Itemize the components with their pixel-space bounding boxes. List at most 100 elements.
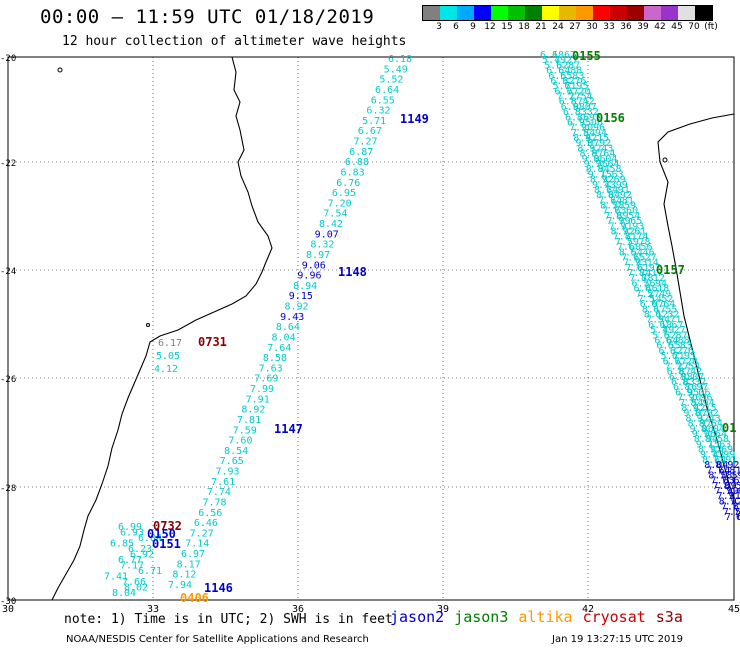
track-value: 7.20 — [674, 356, 698, 367]
track-value: 7.64 — [267, 343, 291, 354]
track-value: 7.27 — [353, 137, 377, 148]
track-value: 7.64 — [598, 195, 622, 206]
track-value: 7.94 — [168, 580, 192, 591]
track-value: 8.42 — [573, 133, 597, 144]
track-value: 8.54 — [224, 446, 248, 457]
track-value: 9.15 — [696, 439, 720, 450]
track-value: 8.58 — [597, 164, 621, 175]
track-value: 7.17 — [120, 561, 144, 572]
track-value: 7.94 — [643, 278, 667, 289]
track-value: 8.92 — [715, 460, 739, 471]
scale-label: 12 — [484, 22, 496, 32]
scale-label: 42 — [654, 22, 666, 32]
track-value: 9.15 — [693, 403, 717, 414]
longitude-labels: 30 33 36 39 42 45 — [2, 604, 740, 615]
track-value: 6.67 — [555, 86, 579, 97]
track-value: 8.04 — [596, 190, 620, 201]
track-value: 7.81 — [237, 415, 261, 426]
track-value: 9.43 — [700, 450, 724, 461]
timestamp: Jan 19 13:27:15 UTC 2019 — [552, 634, 684, 645]
track-value: 6.71 — [138, 566, 162, 577]
track-value: 6.88 — [345, 157, 369, 168]
track-value: 7.91 — [717, 491, 740, 502]
scale-label: 45 — [671, 22, 683, 32]
track-value: 7.54 — [569, 92, 593, 103]
track-value: 8.92 — [587, 138, 611, 149]
track-value: 6.56 — [628, 242, 652, 253]
track-value: 6.64 — [546, 66, 570, 77]
track-value: 6.88 — [558, 66, 582, 77]
track-value: 9.07 — [680, 372, 704, 383]
jason2-track-values: 6.185.495.526.646.556.325.716.677.276.87… — [168, 54, 412, 591]
scale-label: 21 — [535, 22, 547, 32]
scale-swatch — [593, 6, 610, 20]
track-value: 6.56 — [631, 278, 655, 289]
track-value: 7.64 — [706, 465, 730, 476]
track-value: 6.32 — [550, 76, 574, 87]
track-value: 6.67 — [663, 356, 687, 367]
satellite-legend-item: cryosat — [582, 608, 646, 626]
track-value: 5.52 — [379, 75, 403, 86]
scale-label: 18 — [518, 22, 530, 32]
track-value: 6.55 — [548, 71, 572, 82]
track-value: 8.58 — [600, 201, 624, 212]
pass-label: 0732 — [153, 519, 182, 533]
track-value: 9.07 — [575, 138, 599, 149]
track-value: 7.27 — [662, 325, 686, 336]
track-value: 9.43 — [589, 143, 613, 154]
track-value: 7.27 — [665, 361, 689, 372]
track-value: 5.49 — [542, 55, 566, 66]
track-value: 6.95 — [567, 117, 591, 128]
scale-swatch — [525, 6, 542, 20]
track-value: 6.46 — [634, 284, 658, 295]
track-value: 6.76 — [673, 382, 697, 393]
track-value: 8.04 — [272, 332, 296, 343]
track-value: 9.43 — [592, 180, 616, 191]
track-value: 8.92 — [695, 408, 719, 419]
scale-label: 39 — [637, 22, 649, 32]
page-title: 00:00 – 11:59 UTC 01/18/2019 — [40, 6, 375, 28]
scale-swatch — [474, 6, 491, 20]
track-value: 6.88 — [669, 372, 693, 383]
track-value: 6.32 — [658, 346, 682, 357]
track-value: 7.61 — [211, 477, 235, 488]
track-value: 7.59 — [615, 237, 639, 248]
track-value: 6.99 — [118, 522, 142, 533]
track-value: 7.69 — [709, 445, 733, 456]
track-value: 9.96 — [297, 271, 321, 282]
scale-swatch — [695, 6, 712, 20]
track-value: 6.97 — [181, 549, 205, 560]
track-value: 7.61 — [622, 226, 646, 237]
track-value: 7.20 — [677, 393, 701, 404]
track-value: 8.42 — [319, 219, 343, 230]
track-value: 7.99 — [250, 384, 274, 395]
track-value: 7.27 — [190, 528, 214, 539]
latitude-labels: -20 -22 -24 -26 -28 -30 — [0, 54, 16, 607]
track-value: 9.96 — [688, 393, 712, 404]
track-value: 7.74 — [627, 268, 651, 279]
track-value: 8.97 — [577, 112, 601, 123]
scale-swatch — [559, 6, 576, 20]
track-value: 7.14 — [185, 539, 209, 550]
track-value: 7.78 — [629, 273, 653, 284]
scale-label: 33 — [603, 22, 615, 32]
latitude-label: -30 — [0, 597, 16, 607]
track-value: 8.58 — [263, 353, 287, 364]
track-value: 5.05 — [156, 351, 180, 362]
track-value: 9.15 — [588, 169, 612, 180]
track-value: 7.41 — [104, 572, 128, 583]
track-value: 7.20 — [328, 198, 352, 209]
track-value: 8.92 — [698, 445, 722, 456]
track-value: 6.95 — [672, 351, 696, 362]
track-value: 8.94 — [583, 128, 607, 139]
track-value: 7.64 — [703, 429, 727, 440]
track-value: 6.95 — [675, 387, 699, 398]
track-value: 7.99 — [711, 450, 735, 461]
color-scale-legend: 3 6 9 12 15 18 21 24 27 30 33 36 39 42 45 70 (ft) — [422, 5, 718, 33]
track-value: 8.32 — [575, 107, 599, 118]
pass-label: 0731 — [198, 335, 227, 349]
track-value: 7.60 — [725, 512, 740, 523]
track-value: 5.52 — [652, 330, 676, 341]
scale-label: 3 — [436, 22, 442, 32]
track-value: 6.55 — [656, 341, 680, 352]
